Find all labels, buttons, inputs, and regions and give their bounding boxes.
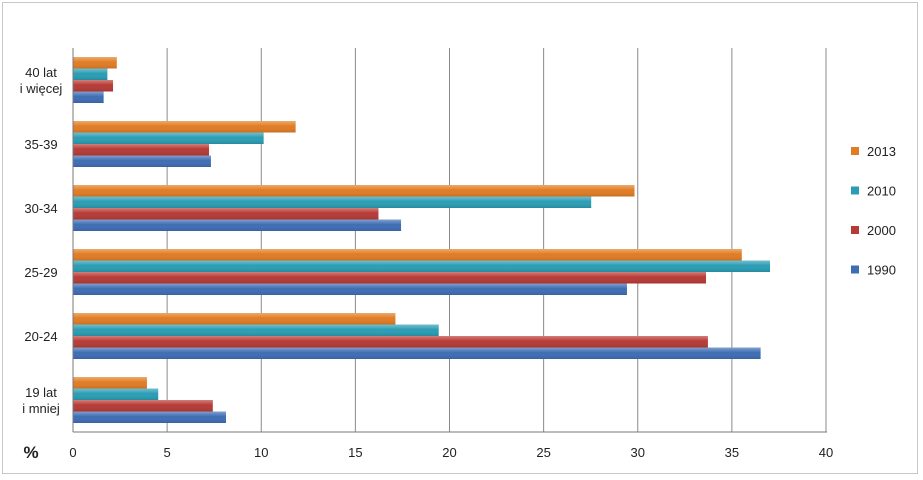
x-tick-label: 0 <box>69 445 76 460</box>
gridlines <box>72 48 827 432</box>
axes <box>72 48 827 433</box>
category-label: 20-24 <box>24 329 57 344</box>
category-label: 40 lat i więcej <box>20 65 63 96</box>
x-axis-label: % <box>23 443 38 462</box>
x-tick-label: 10 <box>254 445 268 460</box>
chart-frame: 19 lat i mniej 20-24 25-29 30-34 35-39 40 lat i… <box>2 2 918 474</box>
legend-swatch-2000 <box>851 226 859 234</box>
legend-swatch-1990 <box>851 265 859 274</box>
x-tick-label: 35 <box>725 445 739 460</box>
bar-shine <box>73 155 211 167</box>
legend-swatch-2013 <box>851 147 859 155</box>
x-tick-label: 40 <box>819 445 833 460</box>
x-tick-label: 25 <box>536 445 550 460</box>
category-labels: 19 lat i mniej 20-24 25-29 30-34 35-39 40 lat i… <box>20 65 63 416</box>
bar-shine <box>73 132 264 144</box>
bar-shine <box>73 347 761 359</box>
x-tick-label: 15 <box>348 445 362 460</box>
legend-label: 1990 <box>867 263 896 278</box>
bar-shine <box>73 68 108 80</box>
bar-shine <box>73 260 771 272</box>
bar-shine <box>73 377 147 389</box>
category-label: 19 lat i mniej <box>22 385 60 416</box>
legend-swatch-2010 <box>851 186 859 195</box>
x-tick-label: 5 <box>164 445 171 460</box>
bar-shine <box>73 388 159 400</box>
bar-shine <box>73 80 114 92</box>
bar-shine <box>73 208 379 220</box>
x-tick-labels: 0 5 10 15 20 25 30 35 40 <box>69 445 833 460</box>
bar-shine <box>73 91 104 103</box>
bar-shine <box>73 324 439 336</box>
bar-shine <box>73 219 402 231</box>
category-label: 30-34 <box>24 201 57 216</box>
bar-shine <box>73 249 742 261</box>
bar-shine <box>73 272 707 284</box>
legend-label: 2000 <box>867 223 896 238</box>
bar-shine <box>73 336 708 348</box>
bar-shine <box>73 400 213 412</box>
bar-shine <box>73 313 396 325</box>
bar-shine <box>73 196 592 208</box>
bar-shine <box>73 411 226 423</box>
legend-label: 2013 <box>867 144 896 159</box>
legend-label: 2010 <box>867 184 896 199</box>
bar-shine <box>73 57 117 69</box>
bar-chart: 19 lat i mniej 20-24 25-29 30-34 35-39 40 lat i… <box>20 48 896 462</box>
bars <box>73 57 771 423</box>
bar-shine <box>73 121 296 133</box>
bar-shine <box>73 185 635 197</box>
bar-shine <box>73 283 627 295</box>
x-tick-label: 20 <box>442 445 456 460</box>
category-label: 25-29 <box>24 265 57 280</box>
category-label: 35-39 <box>24 137 57 152</box>
bar-shine <box>73 144 210 156</box>
x-tick-label: 30 <box>631 445 645 460</box>
legend: 2013 2010 2000 1990 <box>851 144 896 278</box>
